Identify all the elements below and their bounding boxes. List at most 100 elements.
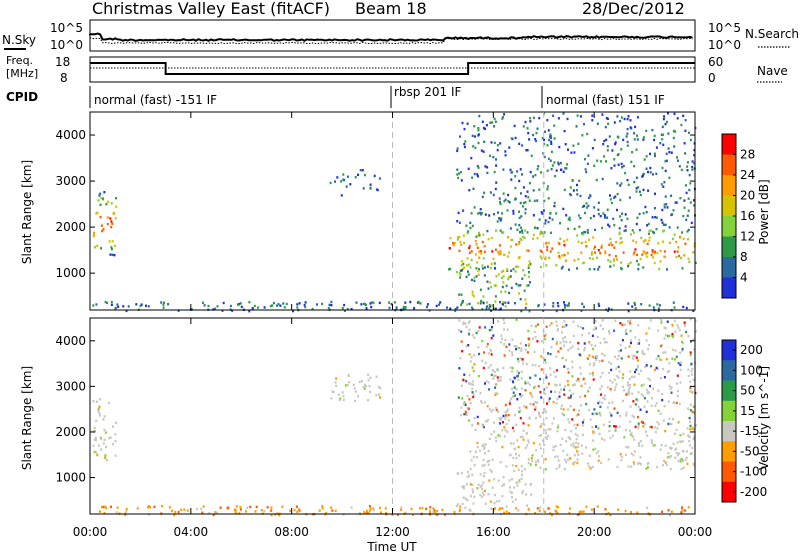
data-cell — [598, 400, 601, 403]
data-cell — [461, 485, 464, 489]
data-cell — [640, 236, 643, 240]
data-cell — [458, 221, 461, 224]
data-cell — [95, 419, 98, 423]
data-cell — [475, 331, 478, 335]
data-cell — [576, 513, 579, 516]
data-cell — [100, 505, 103, 509]
data-cell — [684, 129, 687, 132]
data-cell — [686, 165, 689, 168]
data-cell — [629, 126, 632, 129]
data-cell — [607, 309, 610, 313]
data-cell — [490, 433, 493, 436]
data-cell — [514, 186, 517, 190]
data-cell — [472, 395, 475, 399]
data-cell — [456, 149, 459, 153]
data-cell — [659, 358, 662, 361]
data-cell — [679, 197, 682, 200]
data-cell — [518, 216, 521, 220]
data-cell — [691, 168, 694, 171]
data-cell — [486, 305, 488, 308]
data-cell — [555, 309, 558, 313]
data-cell — [109, 253, 112, 256]
data-cell — [568, 421, 571, 424]
data-cell — [576, 114, 579, 117]
data-cell — [692, 309, 695, 312]
data-cell — [502, 421, 504, 424]
data-cell — [527, 441, 530, 444]
data-cell — [676, 441, 679, 444]
data-cell — [632, 253, 635, 256]
data-cell — [395, 308, 398, 311]
data-cell — [576, 193, 579, 196]
data-cell — [112, 425, 114, 428]
data-cell — [480, 149, 483, 152]
data-cell — [591, 114, 594, 117]
data-cell — [641, 444, 644, 447]
data-cell — [571, 345, 574, 348]
data-cell — [512, 430, 515, 433]
data-cell — [518, 142, 521, 145]
data-cell — [561, 337, 564, 340]
data-cell — [509, 168, 512, 172]
data-cell — [635, 190, 638, 193]
data-cell — [499, 202, 502, 206]
data-cell — [532, 116, 535, 120]
data-cell — [584, 394, 587, 398]
data-cell — [92, 234, 95, 238]
data-cell — [667, 400, 670, 403]
data-cell — [378, 301, 381, 305]
data-cell — [686, 161, 689, 164]
data-cell — [471, 134, 474, 137]
data-cell — [626, 127, 629, 131]
data-cell — [692, 338, 695, 342]
data-cell — [500, 334, 503, 337]
data-cell — [583, 346, 586, 350]
data-cell — [492, 257, 495, 260]
data-cell — [532, 175, 535, 178]
data-cell — [570, 151, 573, 154]
data-cell — [577, 240, 580, 243]
data-cell — [691, 373, 694, 376]
data-cell — [538, 434, 541, 438]
data-cell — [693, 436, 696, 439]
data-cell — [499, 229, 502, 232]
data-cell — [499, 250, 502, 253]
data-cell — [476, 173, 479, 176]
data-cell — [110, 220, 113, 223]
data-cell — [490, 328, 493, 332]
data-cell — [473, 363, 476, 366]
noise-tick-left-top: 10^5 — [50, 21, 83, 35]
data-cell — [530, 154, 533, 157]
data-cell — [555, 320, 558, 323]
data-cell — [462, 496, 465, 499]
data-cell — [511, 464, 514, 467]
frequency-line — [90, 62, 695, 75]
data-cell — [621, 339, 624, 342]
data-cell — [473, 172, 476, 176]
data-cell — [485, 124, 488, 127]
data-cell — [609, 260, 612, 263]
data-cell — [506, 408, 509, 411]
data-cell — [679, 368, 682, 372]
data-cell — [459, 240, 462, 244]
data-cell — [500, 276, 503, 280]
data-cell — [498, 417, 501, 420]
data-cell — [636, 364, 639, 368]
data-cell — [597, 427, 600, 430]
data-cell — [529, 117, 532, 120]
data-cell — [505, 414, 507, 417]
data-cell — [517, 265, 520, 268]
data-cell — [532, 337, 534, 340]
data-cell — [532, 233, 535, 237]
data-cell — [647, 377, 650, 380]
data-cell — [517, 378, 520, 382]
data-cell — [571, 418, 574, 421]
data-cell — [409, 300, 412, 304]
data-cell — [639, 456, 642, 459]
data-cell — [650, 439, 653, 442]
data-cell — [471, 176, 474, 179]
data-cell — [102, 228, 105, 231]
data-cell — [644, 397, 646, 400]
data-cell — [593, 408, 596, 411]
data-cell — [458, 249, 461, 252]
